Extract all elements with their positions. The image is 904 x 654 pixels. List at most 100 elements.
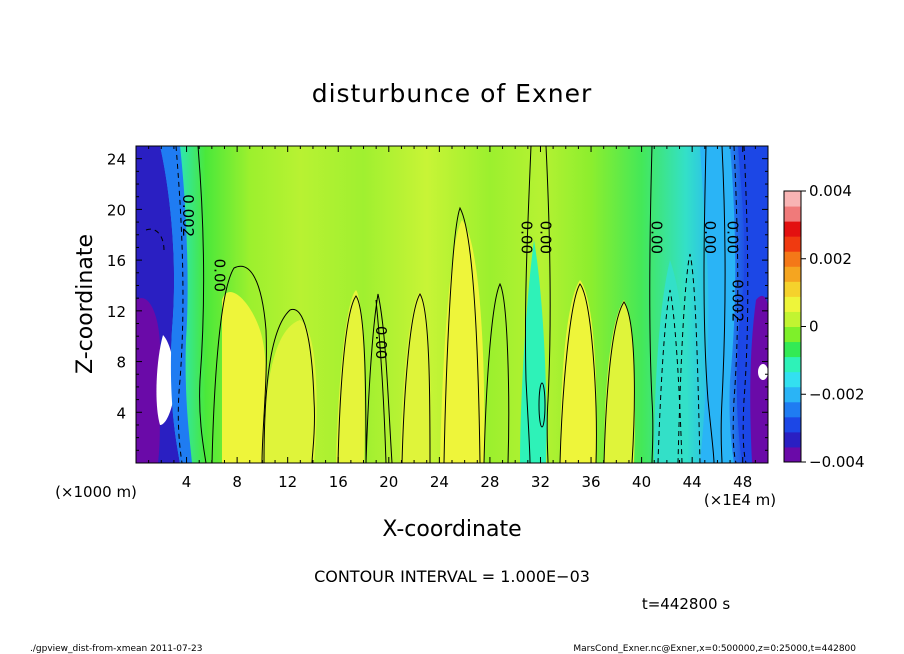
y-axis-label: Z-coordinate — [73, 234, 98, 374]
y-tick-label: 16 — [107, 252, 126, 270]
colorbar-swatch — [784, 341, 801, 358]
contour-label: 0.002 — [729, 279, 747, 322]
colorbar — [783, 190, 802, 463]
contour-label: 0.00 — [518, 221, 536, 254]
colorbar-tick-label: 0 — [809, 318, 819, 336]
colorbar-tick-label: 0.002 — [809, 250, 852, 268]
x-tick-label: 20 — [379, 473, 398, 491]
heatmap-region-cyan-2 — [520, 240, 547, 463]
colorbar-swatch — [784, 311, 801, 327]
chart-title: disturbunce of Exner — [312, 79, 593, 108]
colorbar-tick-label: 0.004 — [809, 182, 852, 200]
colorbar-swatch — [784, 281, 801, 297]
x-tick-label: 4 — [182, 473, 192, 491]
contour-line — [443, 206, 481, 463]
x-tick-label: 8 — [232, 473, 242, 491]
contour-line — [337, 295, 367, 463]
y-tick-label: 4 — [116, 404, 126, 422]
colorbar-swatch — [784, 326, 801, 343]
contour-label: 0.002 — [179, 194, 197, 237]
heatmap-region-left-white — [156, 335, 175, 425]
x-tick-label: 24 — [430, 473, 449, 491]
y-axis: 4 8 12 16 20 24 — [107, 151, 768, 451]
contour-label: 0.00 — [536, 221, 554, 254]
contour-label: 0.00 — [701, 221, 719, 254]
colorbar-swatch — [784, 206, 801, 222]
x-tick-label: 16 — [329, 473, 348, 491]
colorbar-swatch — [784, 221, 801, 237]
contour-line — [732, 146, 739, 463]
x-axis-unit-left: (×1000 m) — [55, 483, 137, 501]
x-tick-label: 40 — [632, 473, 651, 491]
heatmap-region-left-purple — [136, 298, 161, 463]
contour-line — [720, 146, 726, 463]
colorbar-tick-label: −0.002 — [809, 385, 865, 403]
heatmap-region-right-light — [700, 146, 736, 463]
colorbar-swatch — [784, 386, 801, 403]
contour-label: 0.00 — [724, 221, 742, 254]
colorbar-swatch — [784, 356, 801, 373]
contour-line — [375, 299, 387, 463]
colorbar-tick-label: −0.004 — [809, 453, 865, 471]
contour-line — [649, 146, 654, 463]
plot-area — [136, 146, 768, 463]
heatmap-region-warm-6 — [336, 290, 365, 463]
colorbar-swatch — [784, 236, 801, 252]
contour-line — [677, 253, 701, 463]
contour-line — [703, 146, 715, 463]
x-tick-label: 36 — [581, 473, 600, 491]
y-tick-label: 24 — [107, 151, 126, 169]
colorbar-swatch — [784, 431, 801, 448]
heatmap-region-warm-2 — [262, 320, 317, 463]
y-tick-label: 8 — [116, 354, 126, 372]
contour-line — [365, 293, 393, 463]
time-text: t=442800 s — [642, 595, 730, 613]
contour-label: 0.00 — [648, 221, 666, 254]
contour-line — [524, 146, 532, 463]
contour-line — [175, 146, 184, 463]
heatmap-region-right-purple — [750, 295, 768, 463]
contour-line — [197, 146, 207, 463]
heatmap-region-warm-5 — [604, 300, 635, 463]
contour-interval-text: CONTOUR INTERVAL = 1.000E−03 — [314, 567, 590, 586]
x-tick-label: 12 — [278, 473, 297, 491]
contour-line — [538, 382, 546, 428]
contour-line — [401, 293, 431, 463]
x-tick-label: 48 — [733, 473, 752, 491]
x-tick-label: 28 — [480, 473, 499, 491]
colorbar-swatch — [784, 371, 801, 388]
contour-line — [603, 301, 635, 463]
contour-line — [559, 283, 597, 463]
colorbar-swatch — [784, 191, 801, 207]
contour-label: 0.00 — [372, 326, 390, 359]
contour-line — [483, 282, 510, 463]
x-axis-unit-right: (×1E4 m) — [704, 491, 776, 509]
y-tick-label: 20 — [107, 201, 126, 219]
x-axis-label: X-coordinate — [382, 517, 521, 542]
contour-label: 0.00 — [210, 259, 228, 292]
y-tick-label: 12 — [107, 303, 126, 321]
contour-line — [742, 146, 749, 463]
colorbar-swatch — [784, 416, 801, 433]
colorbar-ticks: 0.004 0.002 0 −0.002 −0.004 — [801, 182, 865, 471]
colorbar-swatch — [784, 446, 801, 463]
x-axis: 4 8 12 16 20 24 28 32 36 40 44 48 — [148, 146, 756, 491]
contour-line — [211, 265, 267, 463]
footer-right-text: MarsCond_Exner.nc@Exner,x=0:500000,z=0:2… — [573, 644, 856, 654]
heatmap-region-left-light — [160, 146, 192, 463]
colorbar-swatch — [784, 401, 801, 418]
solid-contours — [197, 146, 726, 463]
heatmap-region-cyan-1 — [654, 260, 689, 463]
colorbar-swatch — [784, 266, 801, 282]
contour-line — [545, 146, 551, 463]
contour-line — [657, 289, 683, 463]
heatmap-region-warm-7 — [400, 292, 431, 463]
colorbar-swatch — [784, 296, 801, 312]
heatmap-region-warm-4 — [560, 280, 597, 463]
contour-line — [145, 228, 165, 251]
footer-left-text: ./gpview_dist-from-xmean 2011-07-23 — [30, 644, 202, 654]
dashed-contours — [145, 146, 749, 463]
contour-line — [263, 308, 316, 463]
colorbar-swatch — [784, 251, 801, 267]
